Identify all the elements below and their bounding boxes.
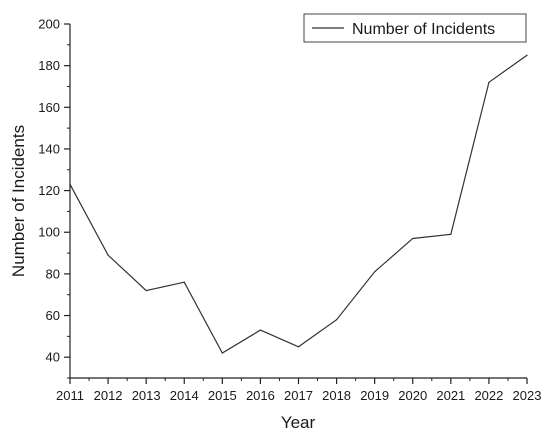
series-lines (69, 54, 528, 354)
data-point (183, 281, 185, 283)
x-axis-ticks: 2011 2012 2013 2014 2015 2016 2017 2018 2019 2020… (56, 378, 541, 403)
y-axis-ticks: 40 60 80 100 120 140 160 180 200 (38, 17, 70, 379)
x-tick-label: 2020 (398, 388, 427, 403)
x-tick-label: 2016 (246, 388, 275, 403)
data-point (374, 271, 376, 273)
data-point (221, 352, 223, 354)
data-point (450, 233, 452, 235)
y-tick-label: 160 (38, 100, 60, 115)
x-tick-label: 2012 (94, 388, 123, 403)
y-tick-label: 100 (38, 225, 60, 240)
x-axis-title: Year (281, 413, 316, 432)
y-tick-label: 60 (46, 308, 60, 323)
y-tick-label: 80 (46, 266, 60, 281)
y-tick-label: 120 (38, 183, 60, 198)
x-tick-label: 2018 (322, 388, 351, 403)
x-tick-label: 2011 (56, 388, 84, 403)
legend-label: Number of Incidents (352, 21, 495, 38)
x-tick-label: 2014 (170, 388, 199, 403)
x-tick-label: 2023 (513, 388, 542, 403)
data-point (335, 319, 338, 321)
y-axis-title: Number of Incidents (9, 125, 28, 277)
x-tick-label: 2017 (284, 388, 313, 403)
series-line-0 (69, 54, 528, 354)
x-tick-label: 2019 (360, 388, 389, 403)
y-tick-label: 200 (38, 17, 60, 32)
data-point (488, 81, 490, 83)
data-point (259, 329, 262, 331)
y-tick-label: 40 (46, 350, 60, 365)
x-tick-label: 2021 (436, 388, 465, 403)
data-point (297, 346, 300, 348)
y-tick-label: 140 (38, 141, 60, 156)
data-point (145, 289, 147, 292)
data-point (526, 54, 528, 56)
legend: Number of Incidents (303, 13, 527, 43)
x-tick-label: 2022 (474, 388, 503, 403)
y-tick-label: 180 (38, 58, 60, 73)
data-point (412, 237, 414, 240)
x-tick-label: 2015 (208, 388, 237, 403)
x-tick-label: 2013 (132, 388, 161, 403)
data-point (107, 254, 109, 256)
